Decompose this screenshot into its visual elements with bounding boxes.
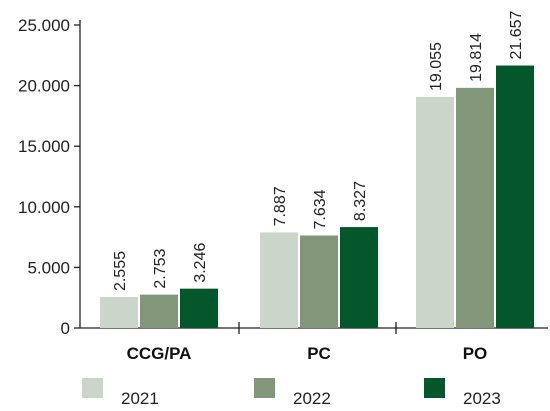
y-tick-label: 25.000 — [18, 16, 70, 35]
legend-swatch-2023 — [424, 378, 445, 398]
bar-2023-CCG/PA — [180, 288, 218, 328]
bar-2022-PC — [300, 235, 338, 328]
data-label: 7.887 — [272, 186, 289, 226]
data-label: 19.814 — [468, 33, 485, 82]
data-label: 2.753 — [152, 248, 169, 288]
x-category-label: CCG/PA — [127, 344, 192, 363]
legend-label: 2023 — [463, 389, 501, 408]
x-category-label: PC — [307, 344, 331, 363]
bar-2021-PC — [260, 232, 298, 328]
legend-swatch-2022 — [254, 378, 275, 398]
bar-2022-PO — [456, 87, 494, 329]
legend-label: 2021 — [121, 389, 159, 408]
legend-label: 2022 — [293, 389, 331, 408]
data-label: 7.634 — [312, 189, 329, 229]
bar-2021-PO — [416, 97, 454, 328]
y-tick-label: 20.000 — [18, 77, 70, 96]
y-tick-label: 15.000 — [18, 137, 70, 156]
bar-2023-PC — [340, 227, 378, 328]
bar-2021-CCG/PA — [100, 297, 138, 328]
y-tick-label: 10.000 — [18, 198, 70, 217]
y-tick-label: 5.000 — [27, 258, 70, 277]
x-category-label: PO — [463, 344, 488, 363]
data-label: 19.055 — [428, 42, 445, 91]
data-label: 8.327 — [352, 181, 369, 221]
y-tick-label: 0 — [61, 319, 70, 338]
data-label: 2.555 — [112, 251, 129, 291]
bar-2023-PO — [496, 65, 534, 329]
legend-swatch-2021 — [82, 378, 103, 398]
data-label: 3.246 — [192, 243, 209, 283]
data-label: 21.657 — [508, 10, 525, 59]
bar-2022-CCG/PA — [140, 294, 178, 328]
